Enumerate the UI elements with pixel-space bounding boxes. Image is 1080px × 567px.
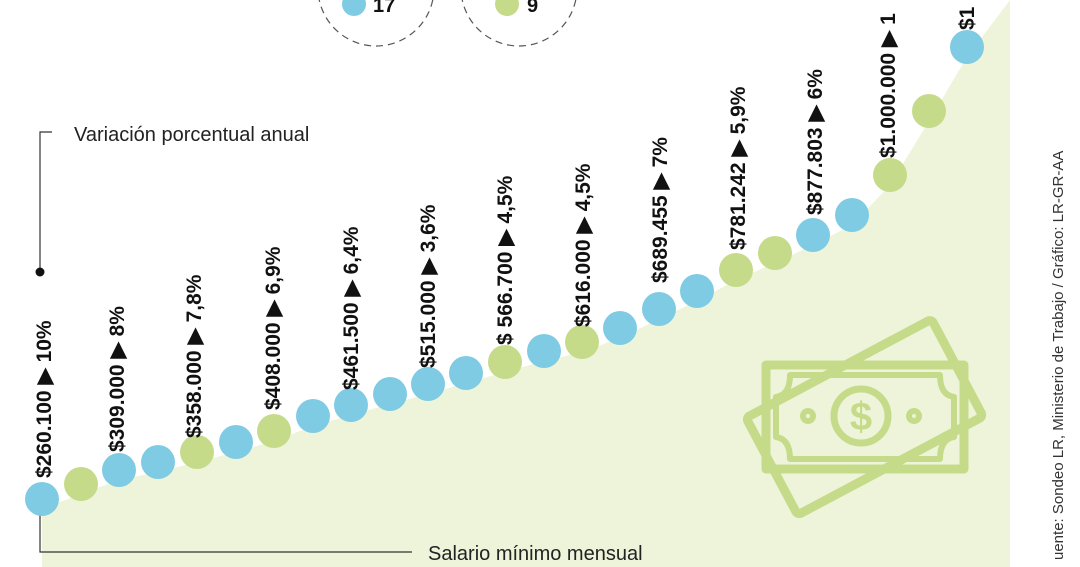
salary-value: $ 566.700 [494, 252, 517, 345]
data-point [488, 345, 522, 379]
data-label: $260.100 ▶ 10% [33, 320, 56, 478]
variation-value: ▶ 10% [33, 320, 56, 385]
salary-annotation: Salario mínimo mensual [428, 543, 643, 565]
salary-value: $1 [956, 6, 979, 30]
salary-leader-line [39, 515, 412, 553]
data-label: $309.000 ▶ 8% [106, 306, 129, 452]
annotation-lines [35, 131, 412, 553]
variation-leader-line [39, 131, 52, 272]
data-point [835, 198, 869, 232]
salary-value: $461.500 [340, 302, 363, 390]
legend-dot-green [495, 0, 519, 16]
data-point [102, 453, 136, 487]
data-label: $461.500 ▶ 6,4% [340, 226, 363, 390]
variation-value: ▶ 4,5% [494, 175, 517, 246]
legend: 17 9 [318, 0, 577, 47]
variation-value: ▶ 6,9% [262, 246, 285, 317]
data-point [642, 292, 676, 326]
data-point [373, 377, 407, 411]
data-point [603, 311, 637, 345]
data-point [912, 94, 946, 128]
variation-value: ▶ 6,4% [340, 226, 363, 297]
variation-value: ▶ 4,5% [572, 163, 595, 234]
data-point [257, 414, 291, 448]
data-label: $689.455 ▶ 7% [649, 137, 672, 283]
variation-value: ▶ 7,8% [183, 274, 206, 345]
data-point [411, 367, 445, 401]
data-label: $616.000 ▶ 4,5% [572, 163, 595, 327]
data-point [180, 435, 214, 469]
money-icon: $ [742, 316, 987, 519]
data-point [719, 253, 753, 287]
data-label: $ 566.700 ▶ 4,5% [494, 175, 517, 345]
source-note: uente: Sondeo LR, Ministerio de Trabajo … [1050, 151, 1067, 560]
data-point [527, 334, 561, 368]
salary-value: $877.803 [804, 127, 827, 215]
data-label: $781.242 ▶ 5,9% [727, 86, 750, 250]
data-label: $515.000 ▶ 3,6% [417, 204, 440, 368]
data-point [334, 388, 368, 422]
variation-value: ▶ 1 [877, 13, 900, 48]
variation-value: ▶ 6% [804, 69, 827, 123]
data-label: $1.000.000 ▶ 1 [877, 13, 900, 158]
variation-value: ▶ 5,9% [727, 86, 750, 157]
data-point [758, 236, 792, 270]
legend-value-blue: 17 [373, 0, 395, 17]
data-point [680, 274, 714, 308]
data-point [219, 425, 253, 459]
legend-circle-blue [318, 0, 434, 47]
data-point [449, 356, 483, 390]
variation-value: ▶ 8% [106, 306, 129, 360]
data-label: $408.000 ▶ 6,9% [262, 246, 285, 410]
data-point [796, 218, 830, 252]
data-point [296, 399, 330, 433]
data-label: $358.000 ▶ 7,8% [183, 274, 206, 438]
variation-value: ▶ 7% [649, 137, 672, 191]
salary-value: $689.455 [649, 195, 672, 283]
variation-annotation: Variación porcentual anual [74, 124, 309, 146]
data-labels: $260.100▶ 10%$309.000▶ 8%$358.000▶ 7,8%$… [33, 6, 979, 478]
data-point [565, 325, 599, 359]
data-points [25, 30, 984, 516]
svg-text:$: $ [850, 395, 872, 439]
salary-value: $616.000 [572, 239, 595, 327]
salary-value: $309.000 [106, 364, 129, 452]
variation-leader-dot [35, 267, 45, 277]
salary-value: $260.100 [33, 390, 56, 478]
salary-value: $408.000 [262, 322, 285, 410]
salary-value: $515.000 [417, 280, 440, 368]
data-label: $877.803 ▶ 6% [804, 69, 827, 215]
variation-value: ▶ 3,6% [417, 204, 440, 275]
salary-value: $1.000.000 [877, 53, 900, 158]
data-point [141, 445, 175, 479]
salary-value: $358.000 [183, 350, 206, 438]
salary-value: $781.242 [727, 162, 750, 250]
legend-value-green: 9 [527, 0, 538, 17]
legend-circle-green [461, 0, 577, 47]
data-point [950, 30, 984, 64]
data-label: $1 [956, 6, 979, 30]
data-point [25, 482, 59, 516]
data-point [64, 467, 98, 501]
data-point [873, 158, 907, 192]
legend-dot-blue [342, 0, 366, 16]
